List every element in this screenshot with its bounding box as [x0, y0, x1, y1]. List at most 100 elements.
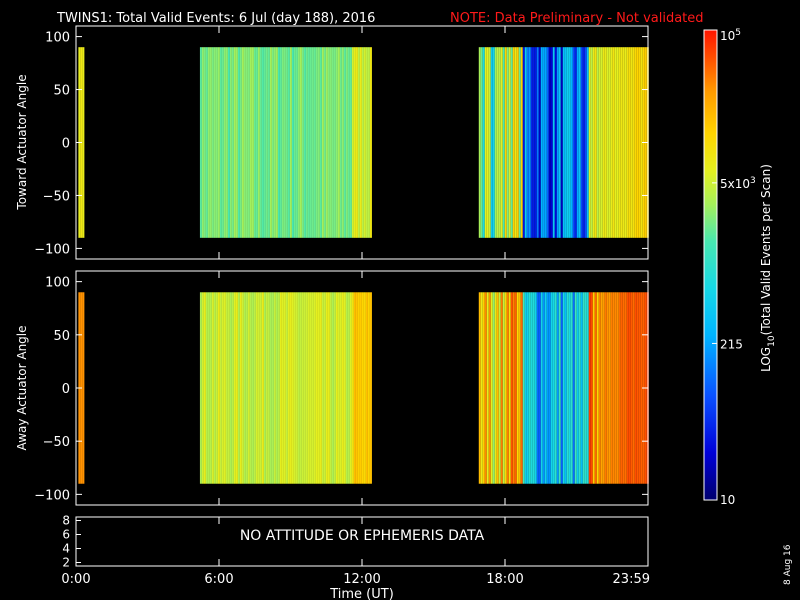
away-heatmap-column	[534, 292, 537, 484]
toward-heatmap-column	[225, 47, 228, 238]
away-heatmap-column	[225, 292, 228, 484]
toward-heatmap-column	[361, 47, 364, 238]
toward-heatmap-column	[219, 47, 222, 238]
away-heatmap-column	[490, 292, 493, 484]
toward-heatmap-column	[630, 47, 633, 238]
toward-heatmap-column	[215, 47, 218, 238]
toward-heatmap-column	[205, 47, 208, 238]
away-heatmap-column	[606, 292, 609, 484]
toward-heatmap-column	[564, 47, 567, 238]
x-tick-label: 23:59	[613, 572, 650, 587]
away-heatmap-column	[596, 292, 599, 484]
toward-heatmap-column	[562, 47, 565, 238]
away-heatmap-column	[223, 292, 226, 484]
toward-heatmap-column	[598, 47, 601, 238]
away-heatmap-column	[221, 292, 224, 484]
away-heatmap-column	[217, 292, 220, 484]
away-heatmap-column	[255, 292, 258, 484]
away-heatmap-column	[566, 292, 569, 484]
away-y-tick-label: 50	[53, 329, 70, 344]
away-heatmap-column	[347, 292, 350, 484]
away-heatmap-column	[492, 292, 495, 484]
toward-heatmap-column	[279, 47, 282, 238]
toward-heatmap-column	[201, 47, 204, 238]
away-heatmap-column	[237, 292, 240, 484]
away-heatmap-column	[219, 292, 222, 484]
away-heatmap-column	[319, 292, 322, 484]
attitude-y-tick-label: 2	[62, 556, 70, 570]
away-heatmap-column	[281, 292, 284, 484]
away-heatmap-column	[640, 292, 643, 484]
toward-y-axis: 100 50 0 −50 −100	[34, 31, 648, 257]
toward-heatmap-column	[259, 47, 262, 238]
away-heatmap-column	[233, 292, 236, 484]
toward-heatmap-column	[490, 47, 493, 238]
away-heatmap-column	[616, 292, 619, 484]
toward-heatmap-column	[271, 47, 274, 238]
toward-heatmap-column	[319, 47, 322, 238]
toward-heatmap-column	[494, 47, 497, 238]
toward-heatmap-column	[203, 47, 206, 238]
away-heatmap-column	[343, 292, 346, 484]
away-heatmap-column	[231, 292, 234, 484]
away-heatmap-column	[484, 292, 487, 484]
away-heatmap-column	[610, 292, 613, 484]
toward-heatmap-column	[486, 47, 489, 238]
toward-heatmap-column	[295, 47, 298, 238]
away-heatmap-column	[574, 292, 577, 484]
attitude-y-tick-label: 6	[62, 528, 70, 542]
toward-heatmap-column	[616, 47, 619, 238]
away-heatmap-column	[311, 292, 314, 484]
toward-heatmap-column	[516, 47, 519, 238]
toward-heatmap-column	[608, 47, 611, 238]
toward-y-axis-label: Toward Actuator Angle	[15, 74, 29, 210]
away-heatmap-column	[215, 292, 218, 484]
toward-y-tick-label: 50	[53, 84, 70, 99]
away-heatmap-column	[578, 292, 581, 484]
toward-heatmap-column	[357, 47, 360, 238]
away-heatmap-column	[540, 292, 543, 484]
toward-heatmap-column	[638, 47, 641, 238]
away-heatmap-column	[249, 292, 252, 484]
toward-heatmap-column	[618, 47, 621, 238]
away-heatmap-column	[355, 292, 358, 484]
away-heatmap-column	[349, 292, 352, 484]
toward-heatmap-column	[518, 47, 521, 238]
away-heatmap-column	[205, 292, 208, 484]
toward-heatmap-column	[540, 47, 543, 238]
toward-heatmap-column	[626, 47, 629, 238]
toward-heatmap-column	[249, 47, 252, 238]
toward-heatmap-column	[359, 47, 362, 238]
toward-heatmap-column	[576, 47, 579, 238]
attitude-y-tick-label: 8	[62, 514, 70, 528]
away-heatmap-column	[357, 292, 360, 484]
colorbar-label: LOG10(Total Valid Events per Scan)	[759, 164, 777, 372]
toward-heatmap-column	[277, 47, 280, 238]
colorbar-tick-label: 10	[720, 493, 735, 507]
toward-heatmap-column	[231, 47, 234, 238]
colorbar-label-sub: 10	[767, 335, 777, 347]
toward-heatmap-column	[580, 47, 583, 238]
away-heatmap-column	[299, 292, 302, 484]
away-heatmap-column	[520, 292, 523, 484]
toward-heatmap-column	[492, 47, 495, 238]
away-heatmap-column	[265, 292, 268, 484]
attitude-annotation: NO ATTITUDE OR EPHEMERIS DATA	[240, 528, 485, 544]
away-heatmap-column	[532, 292, 535, 484]
away-heatmap-column	[590, 292, 593, 484]
away-heatmap-column	[514, 292, 517, 484]
away-heatmap-column	[558, 292, 561, 484]
toward-heatmap-column	[199, 47, 202, 238]
toward-heatmap-column	[213, 47, 216, 238]
away-heatmap-column	[524, 292, 527, 484]
away-heatmap-column	[82, 292, 85, 484]
away-heatmap-column	[620, 292, 623, 484]
away-heatmap-column	[584, 292, 587, 484]
away-heatmap-column	[287, 292, 290, 484]
away-y-tick-label: 0	[62, 382, 70, 397]
toward-heatmap-column	[243, 47, 246, 238]
away-heatmap-column	[257, 292, 260, 484]
away-heatmap-column	[323, 292, 326, 484]
toward-heatmap-column	[211, 47, 214, 238]
